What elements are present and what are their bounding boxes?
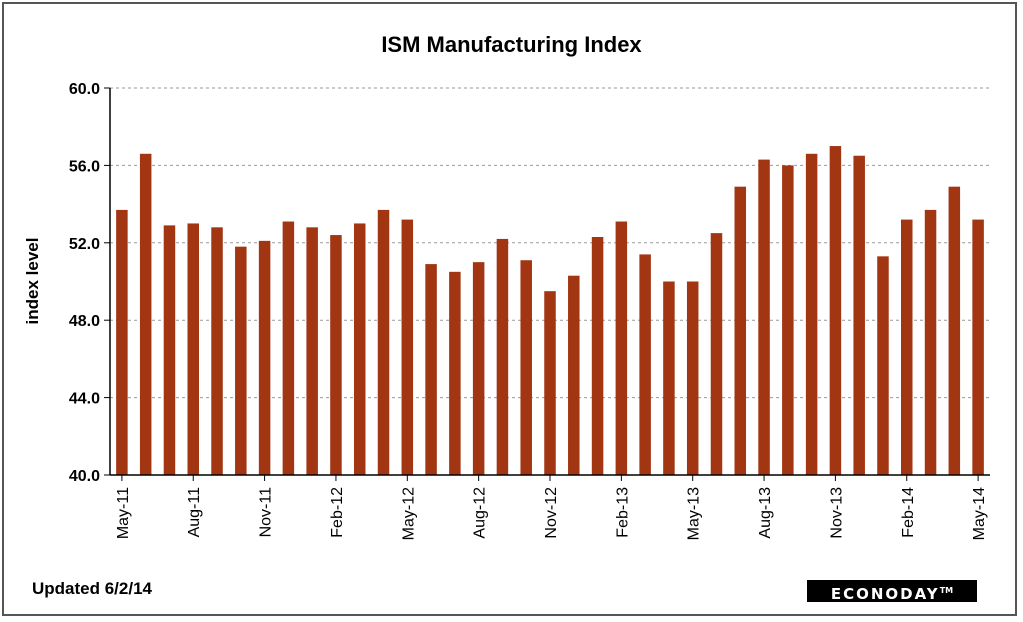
x-tick-label: May-13: [686, 487, 703, 540]
bar-May-12: [401, 219, 414, 475]
chart-title: ISM Manufacturing Index: [381, 32, 642, 57]
logo-text: ECONODAY: [830, 585, 940, 603]
bar-Dec-11: [282, 221, 295, 475]
bar-Oct-12: [520, 260, 532, 475]
updated-date: Updated 6/2/14: [32, 579, 152, 598]
x-tick-label: May-11: [115, 487, 132, 539]
bar-Jun-11: [139, 153, 152, 476]
bar-May-13: [686, 281, 699, 475]
bar-Sep-11: [211, 227, 223, 475]
y-tick-label: 60.0: [69, 81, 100, 98]
bar-Apr-12: [377, 209, 390, 475]
bars: [116, 146, 984, 476]
y-axis-ticks: 40.0 44.0 48.0 52.0 56.0 60.0: [69, 81, 110, 485]
bar-Jan-14: [877, 256, 889, 475]
y-tick-label: 48.0: [69, 313, 100, 330]
x-axis-ticks: May-11 Aug-11 Nov-11 Feb-12 May-12 Aug-12 Nov-…: [115, 475, 988, 540]
bar-Jul-12: [449, 271, 461, 475]
y-tick-label: 52.0: [69, 236, 100, 253]
econoday-logo: ECONODAYTM: [807, 580, 977, 603]
bar-Nov-11: [258, 240, 271, 475]
bar-Mar-13: [639, 254, 651, 475]
bar-Jun-13: [710, 233, 723, 475]
bar-Feb-14: [901, 219, 913, 475]
y-tick-label: 40.0: [69, 468, 100, 485]
bar-May-14: [972, 219, 984, 475]
bar-Oct-13: [805, 153, 818, 476]
bar-Jun-12: [425, 264, 437, 475]
bar-Mar-14: [924, 209, 937, 475]
y-tick-label: 44.0: [69, 391, 100, 408]
logo-tm: TM: [939, 586, 954, 595]
x-tick-label: Feb-13: [614, 487, 631, 538]
x-tick-label: Feb-14: [900, 487, 917, 538]
bar-Apr-14: [948, 186, 961, 475]
x-tick-label: Nov-12: [543, 487, 560, 539]
bar-Aug-11: [187, 223, 199, 475]
y-tick-label: 56.0: [69, 158, 100, 175]
bar-Jan-12: [306, 227, 318, 475]
bar-Mar-12: [353, 223, 366, 475]
y-axis-label: index level: [23, 238, 42, 325]
x-tick-label: Feb-12: [329, 487, 346, 538]
bar-Jan-13: [591, 236, 604, 475]
bar-Apr-13: [663, 281, 675, 475]
bar-Jul-13: [734, 186, 747, 475]
bar-Nov-12: [544, 291, 556, 475]
bar-Nov-13: [829, 146, 842, 476]
x-tick-label: Aug-11: [186, 487, 203, 538]
bar-Aug-12: [472, 262, 485, 475]
bar-Sep-13: [782, 165, 794, 475]
x-tick-label: Nov-11: [258, 487, 275, 537]
x-tick-label: Nov-13: [828, 487, 845, 539]
bar-Dec-12: [568, 275, 580, 475]
x-tick-label: May-14: [971, 487, 988, 540]
bar-Oct-11: [235, 246, 247, 475]
bar-Aug-13: [758, 159, 770, 475]
x-tick-label: Aug-13: [757, 487, 774, 539]
bar-May-11: [116, 209, 128, 475]
x-tick-label: Aug-12: [472, 487, 489, 539]
x-tick-label: May-12: [400, 487, 417, 540]
bar-Sep-12: [496, 238, 509, 475]
bar-Jul-11: [163, 225, 176, 475]
bar-Feb-12: [330, 235, 342, 475]
bar-Dec-13: [853, 155, 865, 475]
bar-Feb-13: [615, 221, 628, 475]
